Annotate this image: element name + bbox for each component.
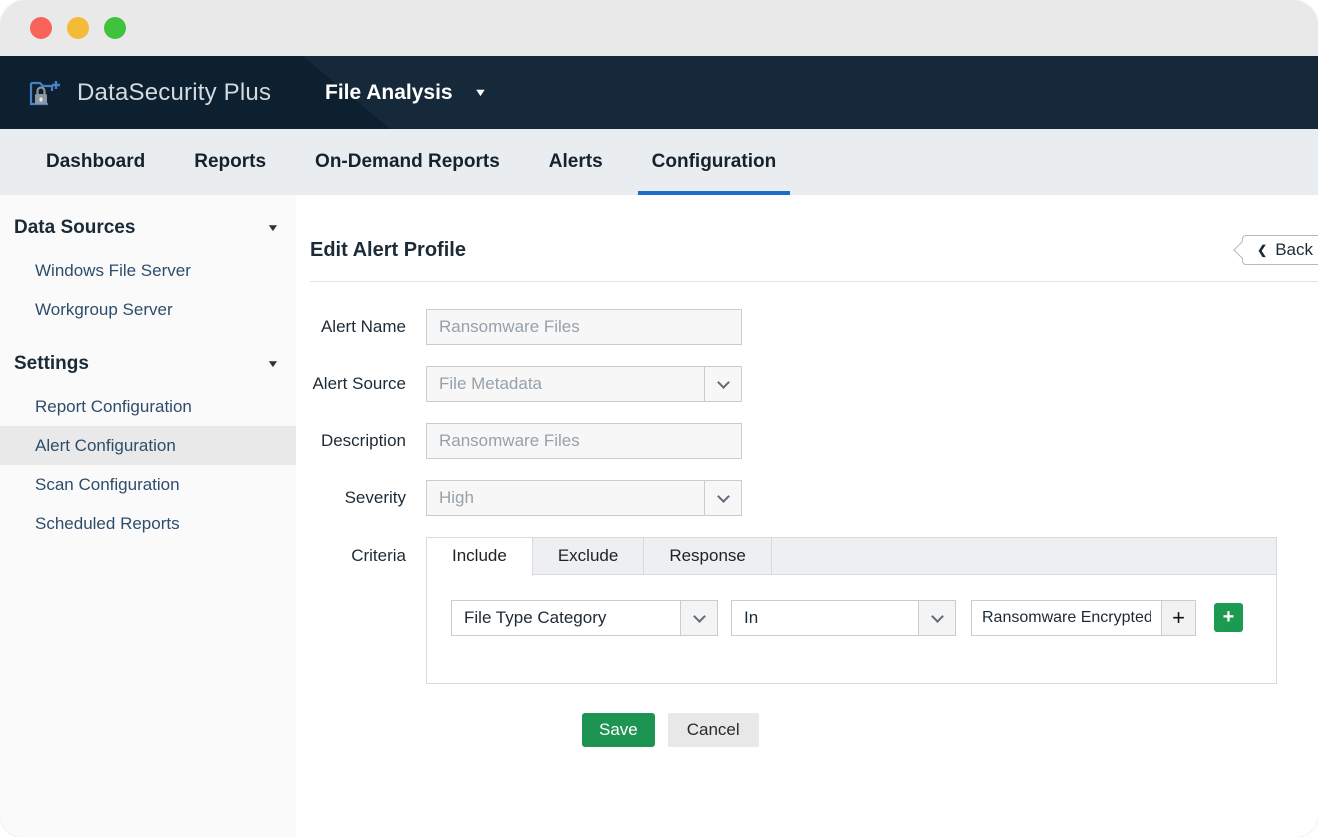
module-name: File Analysis (325, 80, 453, 104)
caret-down-icon: ▼ (266, 222, 280, 234)
sidebar-item-report-configuration[interactable]: Report Configuration (35, 397, 192, 416)
form-row-criteria: Criteria Include Exclude Response File T… (310, 537, 1318, 684)
caret-down-icon: ▼ (472, 86, 488, 99)
datasecurity-logo-icon (28, 77, 64, 109)
severity-label: Severity (344, 488, 406, 507)
tab-reports[interactable]: Reports (194, 151, 267, 172)
criteria-attribute-value: File Type Category (464, 608, 607, 627)
criteria-tab-include[interactable]: Include (427, 538, 533, 576)
criteria-value-input[interactable] (971, 600, 1162, 636)
criteria-tab-exclude[interactable]: Exclude (533, 538, 645, 574)
window-titlebar (0, 0, 1318, 56)
description-label: Description (320, 431, 406, 450)
severity-select[interactable]: High (426, 480, 742, 516)
alert-source-value: File Metadata (439, 374, 542, 393)
title-divider (310, 281, 1318, 282)
sidebar-group-settings[interactable]: Settings ▼ (0, 339, 296, 387)
page-title: Edit Alert Profile (310, 239, 466, 261)
form-row-description: Description (310, 423, 1318, 459)
caret-down-icon: ▼ (266, 358, 280, 370)
chevron-left-icon: ❮ (1257, 243, 1268, 257)
plus-icon: + (1222, 606, 1235, 628)
back-button-label: Back (1275, 240, 1313, 259)
content-area: Data Sources ▼ Windows File Server Workg… (0, 195, 1318, 837)
description-input[interactable] (426, 423, 742, 459)
criteria-tab-response[interactable]: Response (644, 538, 772, 574)
sidebar-item-workgroup-server[interactable]: Workgroup Server (35, 300, 173, 319)
plus-icon: + (1172, 605, 1185, 630)
add-value-button[interactable]: + (1161, 600, 1196, 636)
criteria-attribute-select[interactable]: File Type Category (451, 600, 718, 636)
criteria-label: Criteria (351, 546, 406, 565)
brand: DataSecurity Plus (28, 56, 271, 129)
alert-profile-form: Alert Name Alert Source File Metadata De… (310, 309, 1318, 747)
chevron-down-icon (704, 481, 741, 515)
criteria-panel: File Type Category In + (426, 575, 1277, 684)
form-row-alert-name: Alert Name (310, 309, 1318, 345)
alert-source-select[interactable]: File Metadata (426, 366, 742, 402)
sidebar-group-data-sources[interactable]: Data Sources ▼ (0, 203, 296, 251)
sidebar-group-label: Settings (14, 353, 89, 374)
sidebar-spacer (0, 329, 296, 339)
close-window-button[interactable] (30, 17, 52, 39)
alert-source-label: Alert Source (312, 374, 406, 393)
criteria-value-group: + (971, 600, 1196, 636)
criteria-tab-strip: Include Exclude Response (426, 537, 1277, 576)
tab-dashboard[interactable]: Dashboard (46, 151, 146, 172)
save-button[interactable]: Save (582, 713, 655, 747)
chevron-down-icon (680, 601, 717, 635)
maximize-window-button[interactable] (104, 17, 126, 39)
tab-on-demand-reports[interactable]: On-Demand Reports (315, 151, 500, 172)
cancel-button[interactable]: Cancel (667, 713, 759, 747)
alert-name-label: Alert Name (320, 317, 406, 336)
criteria-operator-select[interactable]: In (731, 600, 956, 636)
back-button[interactable]: ❮ Back (1242, 235, 1318, 265)
main-panel: Edit Alert Profile ❮ Back Alert Name Ale… (296, 195, 1318, 837)
sidebar-item-alert-configuration[interactable]: Alert Configuration (0, 426, 296, 465)
criteria-box: Include Exclude Response File Type Categ… (426, 537, 1277, 684)
sidebar-item-windows-file-server[interactable]: Windows File Server (35, 261, 191, 280)
sidebar-group-label: Data Sources (14, 217, 136, 238)
add-criteria-row-button[interactable]: + (1214, 603, 1243, 632)
chevron-down-icon (704, 367, 741, 401)
sidebar: Data Sources ▼ Windows File Server Workg… (0, 195, 296, 837)
form-actions: Save Cancel (582, 713, 1318, 747)
brand-name: DataSecurity Plus (77, 78, 272, 106)
sidebar-item-scheduled-reports[interactable]: Scheduled Reports (35, 514, 180, 533)
main-nav: Dashboard Reports On-Demand Reports Aler… (0, 129, 1318, 195)
tab-configuration[interactable]: Configuration (637, 129, 791, 195)
chevron-down-icon (918, 601, 955, 635)
app-header: DataSecurity Plus File Analysis ▼ (0, 56, 1318, 129)
severity-value: High (439, 488, 474, 507)
form-row-severity: Severity High (310, 480, 1318, 516)
criteria-operator-value: In (744, 608, 759, 627)
form-row-alert-source: Alert Source File Metadata (310, 366, 1318, 402)
page-head: Edit Alert Profile ❮ Back (310, 195, 1318, 282)
sidebar-item-scan-configuration[interactable]: Scan Configuration (35, 475, 180, 494)
module-switcher[interactable]: File Analysis ▼ (325, 56, 488, 129)
minimize-window-button[interactable] (67, 17, 89, 39)
tab-alerts[interactable]: Alerts (548, 151, 603, 172)
alert-name-input[interactable] (426, 309, 742, 345)
